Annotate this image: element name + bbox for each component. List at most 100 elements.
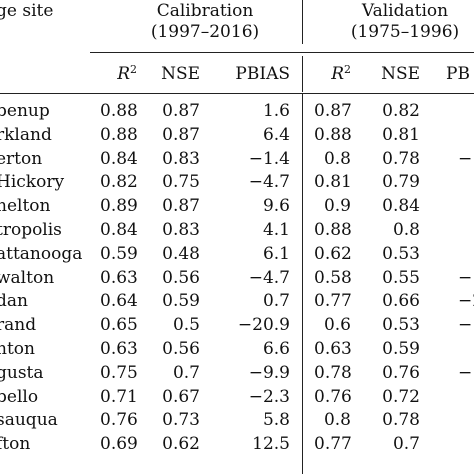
cal-r2-header: R2: [117, 63, 137, 84]
validation-period: (1975–1996): [350, 22, 460, 42]
val-pbias-cell: −: [458, 362, 473, 383]
cal-pbias-cell: 4.1: [262, 220, 290, 240]
cal-r2-cell: 0.88: [100, 124, 138, 145]
cal-nse-header: NSE: [161, 64, 200, 84]
val-r2-cell: 0.9: [323, 196, 351, 217]
cal-pbias-cell: 9.6: [262, 196, 290, 217]
val-r2-cell: 0.88: [314, 124, 352, 145]
val-nse-cell: 0.72: [382, 386, 420, 407]
val-r2-cell: 0.88: [314, 220, 352, 240]
val-r2-cell: 0.63: [314, 339, 352, 359]
val-nse-cell: 0.59: [382, 339, 420, 359]
cal-nse-cell: 0.48: [162, 243, 200, 264]
val-r2-cell: 0.6: [323, 315, 351, 336]
val-r2-header: R2: [331, 63, 351, 84]
body-separator: [302, 94, 303, 474]
val-nse-cell: 0.82: [382, 101, 420, 121]
val-nse-cell: 0.66: [382, 291, 420, 312]
cal-r2-cell: 0.69: [100, 434, 138, 455]
site-cell: dan: [0, 291, 28, 312]
val-nse-cell: 0.84: [382, 196, 420, 217]
cal-pbias-cell: 5.8: [262, 410, 290, 431]
cal-nse-cell: 0.87: [162, 124, 200, 145]
val-r2-cell: 0.77: [314, 434, 352, 455]
cal-pbias-cell: −20.9: [237, 315, 290, 336]
val-nse-cell: 0.81: [382, 124, 420, 145]
cal-nse-cell: 0.62: [162, 434, 200, 455]
site-cell: rkland: [0, 124, 52, 145]
calibration-period: (1997–2016): [150, 22, 260, 42]
cal-pbias-cell: 1.6: [262, 101, 290, 121]
cal-pbias-cell: 6.1: [262, 243, 290, 264]
site-cell: nton: [0, 339, 35, 359]
val-nse-cell: 0.53: [382, 315, 420, 336]
val-r2-cell: 0.81: [314, 172, 352, 193]
group-separator: [302, 0, 303, 44]
site-cell: Hickory: [0, 172, 65, 193]
val-nse-cell: 0.7: [392, 434, 420, 455]
cal-nse-cell: 0.7: [172, 362, 200, 383]
val-pbias-cell: −: [458, 148, 473, 169]
site-cell: fton: [0, 434, 31, 455]
cal-r2-cell: 0.75: [100, 362, 138, 383]
cal-pbias-cell: 12.5: [252, 434, 290, 455]
cal-r2-cell: 0.88: [100, 101, 138, 121]
val-nse-cell: 0.79: [382, 172, 420, 193]
cal-pbias-cell: −1.4: [248, 148, 290, 169]
site-cell: benup: [0, 101, 50, 121]
cal-r2-cell: 0.84: [100, 220, 138, 240]
validation-title: Validation: [361, 1, 449, 21]
cal-pbias-cell: −4.7: [248, 267, 290, 288]
cal-nse-cell: 0.83: [162, 148, 200, 169]
cal-nse-cell: 0.56: [162, 339, 200, 359]
cal-r2-cell: 0.63: [100, 339, 138, 359]
site-cell: gusta: [0, 362, 44, 383]
site-cell: erton: [0, 148, 43, 169]
cal-r2-cell: 0.63: [100, 267, 138, 288]
site-cell: bello: [0, 386, 39, 407]
site-column-header: ge site: [0, 1, 54, 21]
cal-r2-cell: 0.89: [100, 196, 138, 217]
cal-pbias-cell: 6.4: [262, 124, 290, 145]
cal-pbias-header: PBIAS: [235, 64, 290, 84]
val-nse-cell: 0.8: [392, 220, 420, 240]
val-r2-cell: 0.8: [323, 410, 351, 431]
cal-r2-cell: 0.84: [100, 148, 138, 169]
val-r2-cell: 0.77: [314, 291, 352, 312]
val-pbias-cell: −: [458, 315, 473, 336]
cal-nse-cell: 0.83: [162, 220, 200, 240]
val-r2-cell: 0.76: [314, 386, 352, 407]
cal-r2-cell: 0.71: [100, 386, 138, 407]
val-r2-cell: 0.87: [314, 101, 352, 121]
val-nse-cell: 0.53: [382, 243, 420, 264]
cal-nse-cell: 0.56: [162, 267, 200, 288]
header-rule: [90, 52, 474, 53]
site-cell: attanooga: [0, 243, 83, 264]
metrics-rule: [0, 93, 474, 94]
site-cell: nelton: [0, 196, 51, 217]
site-cell: tropolis: [0, 220, 62, 240]
calibration-title: Calibration: [156, 1, 254, 21]
site-cell: sauqua: [0, 410, 58, 431]
cal-r2-cell: 0.65: [100, 315, 138, 336]
cal-pbias-cell: −4.7: [248, 172, 290, 193]
cal-pbias-cell: −2.3: [248, 386, 290, 407]
site-cell: rand: [0, 315, 37, 336]
cal-nse-cell: 0.59: [162, 291, 200, 312]
cal-r2-cell: 0.64: [100, 291, 138, 312]
val-r2-cell: 0.58: [314, 267, 352, 288]
site-cell: walton: [0, 267, 55, 288]
cal-nse-cell: 0.87: [162, 101, 200, 121]
cal-nse-cell: 0.5: [172, 315, 200, 336]
val-nse-cell: 0.55: [382, 267, 420, 288]
group-separator-metrics: [302, 56, 303, 92]
val-r2-cell: 0.78: [314, 362, 352, 383]
val-nse-cell: 0.76: [382, 362, 420, 383]
val-r2-cell: 0.8: [323, 148, 351, 169]
val-pbias-cell: −2: [458, 291, 474, 312]
cal-r2-cell: 0.59: [100, 243, 138, 264]
val-nse-cell: 0.78: [382, 410, 420, 431]
val-nse-header: NSE: [381, 64, 420, 84]
val-pbias-header: PB: [446, 64, 470, 84]
